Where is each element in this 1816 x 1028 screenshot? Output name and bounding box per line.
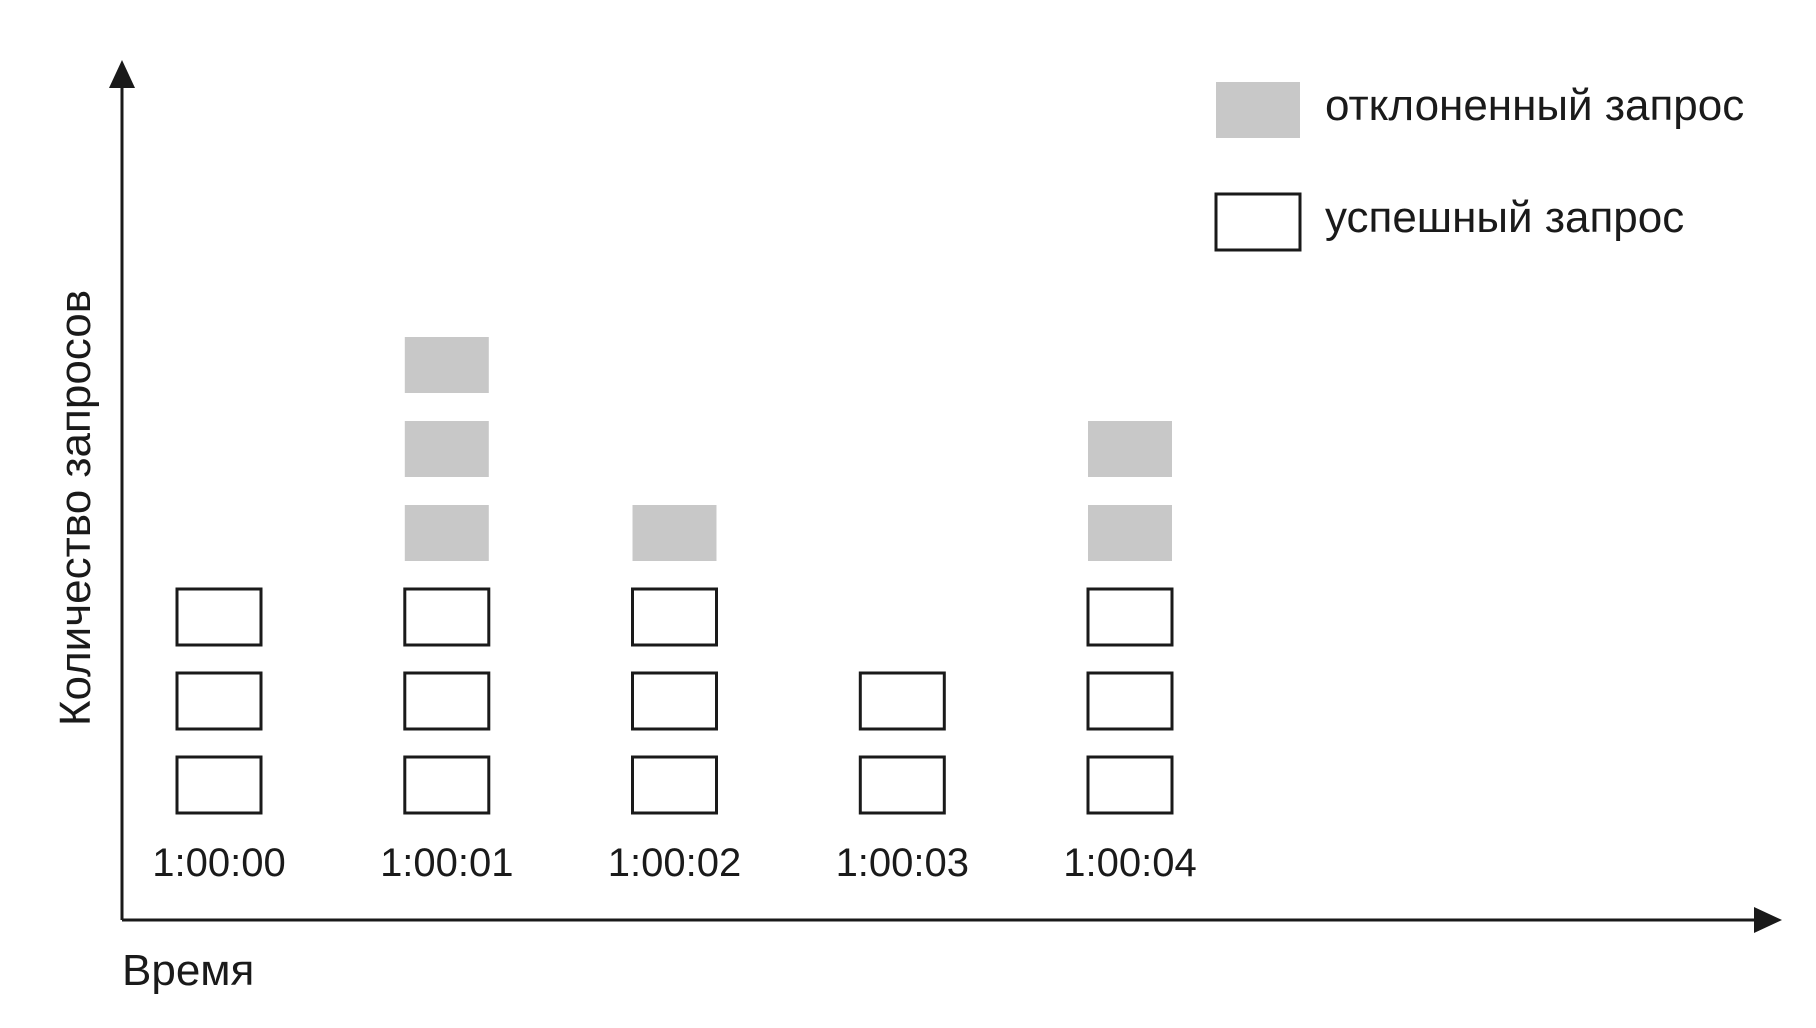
success-request-block [175, 587, 263, 647]
legend-swatch-success [1214, 192, 1302, 252]
legend-label-rejected: отклоненный запрос [1325, 81, 1744, 130]
x-tick-label: 1:00:04 [1063, 841, 1196, 885]
rejected-request-block [1088, 421, 1172, 477]
rejected-request-block [1088, 505, 1172, 561]
legend-swatch-rejected [1216, 82, 1300, 138]
chart-marks [175, 337, 1174, 815]
rejected-request-block [404, 421, 489, 477]
x-tick-label: 1:00:03 [836, 841, 969, 885]
success-request-block [631, 755, 718, 815]
success-request-block [858, 671, 946, 731]
legend-label-success: успешный запрос [1325, 193, 1684, 242]
success-request-block [175, 671, 263, 731]
x-axis-title: Время [122, 946, 254, 995]
success-request-block [403, 671, 491, 731]
x-tick-label: 1:00:01 [380, 841, 513, 885]
success-request-block [1086, 587, 1174, 647]
rejected-request-block [404, 337, 489, 393]
legend: отклоненный запрос успешный запрос [1214, 81, 1744, 252]
rejected-request-block [404, 505, 489, 561]
success-request-block [858, 755, 946, 815]
success-request-block [1086, 755, 1174, 815]
success-request-block [403, 587, 491, 647]
success-request-block [175, 755, 263, 815]
success-request-block [403, 755, 491, 815]
y-axis-arrow-icon [109, 60, 135, 88]
x-tick-label: 1:00:02 [608, 841, 741, 885]
x-tick-label: 1:00:00 [152, 841, 285, 885]
y-axis-title: Количество запросов [51, 290, 100, 726]
rejected-request-block [632, 505, 717, 561]
success-request-block [631, 671, 718, 731]
x-tick-labels: 1:00:00 1:00:01 1:00:02 1:00:03 1:00:04 [152, 841, 1196, 885]
x-axis-arrow-icon [1754, 907, 1782, 933]
success-request-block [631, 587, 718, 647]
success-request-block [1086, 671, 1174, 731]
